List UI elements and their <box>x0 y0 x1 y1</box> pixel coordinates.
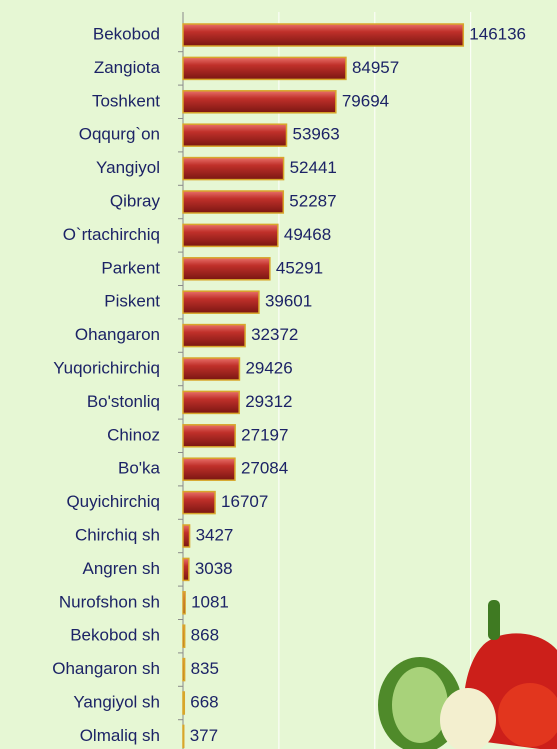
value-label: 32372 <box>251 325 298 344</box>
bar <box>182 524 191 548</box>
bar <box>182 223 279 248</box>
y-tick-label: Piskent <box>104 292 160 311</box>
value-label: 377 <box>190 726 218 745</box>
bar <box>182 357 241 381</box>
y-tick-label: Angren sh <box>83 559 161 578</box>
y-tick-label: O`rtachirchiq <box>63 225 160 244</box>
y-tick-label: Chirchiq sh <box>75 525 160 544</box>
value-label: 3038 <box>195 559 233 578</box>
value-label: 29426 <box>245 358 292 377</box>
bar <box>182 156 285 181</box>
y-tick-label: Chinoz <box>107 425 160 444</box>
bar <box>182 390 240 415</box>
value-label: 146136 <box>469 24 526 43</box>
value-label: 52441 <box>290 158 337 177</box>
y-tick-label: Quyichirchiq <box>66 492 160 511</box>
y-tick-label: Bo'stonliq <box>87 392 160 411</box>
y-tick-label: Yangiyol sh <box>73 692 160 711</box>
y-tick-label: Zangiota <box>94 58 161 77</box>
value-label: 52287 <box>289 191 336 210</box>
y-tick-label: Qibray <box>110 191 161 210</box>
bar <box>182 190 285 214</box>
bar <box>182 90 337 114</box>
y-tick-label: Toshkent <box>92 91 160 110</box>
value-label: 27084 <box>241 459 288 478</box>
bar <box>182 257 271 281</box>
value-label: 29312 <box>245 392 292 411</box>
bar <box>182 657 186 682</box>
bar <box>182 56 347 81</box>
vegetables-decoration <box>378 600 557 749</box>
y-tick-label: Bekobod <box>93 24 160 43</box>
bar <box>182 691 186 715</box>
value-label: 84957 <box>352 58 399 77</box>
y-tick-label: Bo'ka <box>118 459 161 478</box>
y-tick-label: Parkent <box>101 258 160 277</box>
bar <box>182 123 288 147</box>
value-label: 3427 <box>196 525 234 544</box>
y-tick-label: Ohangaron <box>75 325 160 344</box>
value-label: 39601 <box>265 292 312 311</box>
bar <box>182 591 186 615</box>
bar <box>182 490 216 515</box>
value-label: 79694 <box>342 91 389 110</box>
bar <box>182 457 236 481</box>
bar <box>182 23 465 47</box>
y-tick-label: Oqqurg`on <box>79 125 160 144</box>
y-tick-label: Nurofshon sh <box>59 592 160 611</box>
bar <box>182 323 246 348</box>
value-label: 668 <box>190 692 218 711</box>
value-label: 868 <box>191 626 219 645</box>
value-label: 835 <box>191 659 219 678</box>
y-tick-label: Olmaliq sh <box>80 726 160 745</box>
value-label: 1081 <box>191 592 229 611</box>
bar <box>182 624 186 648</box>
value-label: 16707 <box>221 492 268 511</box>
value-label: 53963 <box>292 125 339 144</box>
y-tick-label: Yuqorichirchiq <box>53 358 160 377</box>
value-label: 45291 <box>276 258 323 277</box>
y-tick-label: Yangiyol <box>96 158 160 177</box>
value-label: 27197 <box>241 425 288 444</box>
y-tick-label: Ohangaron sh <box>52 659 160 678</box>
bar <box>182 557 190 582</box>
y-tick-label: Bekobod sh <box>70 626 160 645</box>
bar <box>182 290 260 314</box>
bar <box>182 424 236 448</box>
value-label: 49468 <box>284 225 331 244</box>
bar <box>182 724 185 749</box>
